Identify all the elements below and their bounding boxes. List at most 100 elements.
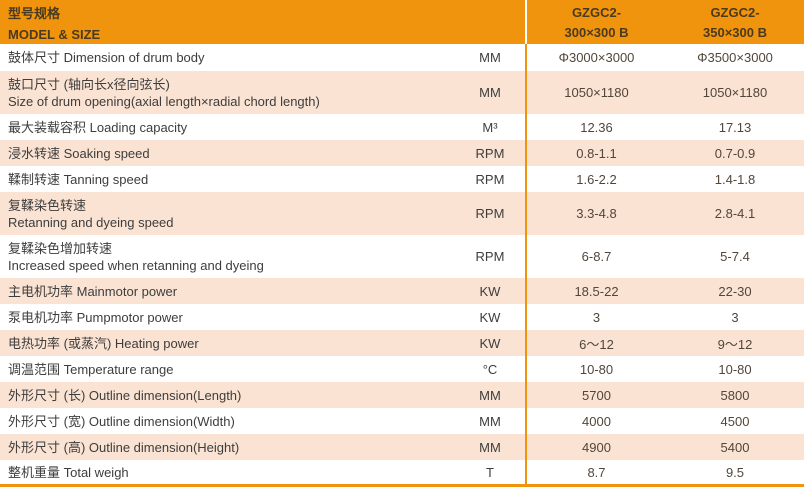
row-label-line: 主电机功率 Mainmotor power — [8, 283, 178, 299]
row-label: 复鞣染色转速 Retanning and dyeing speed — [0, 192, 455, 235]
row-label-line: 外形尺寸 (宽) Outline dimension(Width) — [8, 413, 235, 429]
row-label-line: Increased speed when retanning and dyein… — [8, 257, 264, 273]
row-unit: MM — [479, 413, 501, 429]
row-value-model-1: 12.36 — [580, 119, 613, 135]
row-unit: RPM — [475, 171, 505, 187]
row-label: 复鞣染色增加转速 Increased speed when retanning a… — [0, 235, 455, 278]
row-label-line: Size of drum opening(axial length×radial… — [8, 93, 320, 109]
table-body: 鼓体尺寸 Dimension of drum body MM Φ3000×3000 Φ… — [0, 44, 804, 484]
header-column-divider — [525, 0, 527, 44]
row-value-model-2: 17.13 — [718, 119, 752, 135]
row-vertical-divider — [525, 408, 527, 434]
row-label-line: 浸水转速 Soaking speed — [8, 145, 150, 161]
spec-row: 外形尺寸 (高) Outline dimension(Height) MM 4900… — [0, 434, 804, 460]
row-vertical-divider — [525, 114, 527, 140]
spec-row: 外形尺寸 (长) Outline dimension(Length) MM 5700… — [0, 382, 804, 408]
row-label-line: 复鞣染色转速 — [8, 197, 87, 213]
row-vertical-divider — [525, 192, 527, 235]
row-label-line: Retanning and dyeing speed — [8, 214, 174, 230]
row-value-model-2: 3 — [731, 309, 739, 325]
row-value-model-1: 10-80 — [579, 361, 614, 377]
table-title-cn: 型号规格 — [8, 5, 61, 21]
row-vertical-divider — [525, 278, 527, 304]
row-label-line: 调温范围 Temperature range — [8, 361, 174, 377]
row-label: 调温范围 Temperature range — [0, 356, 455, 382]
row-unit: RPM — [475, 249, 505, 264]
row-label: 鼓体尺寸 Dimension of drum body — [0, 44, 455, 71]
row-value-model-1: 4000 — [582, 413, 611, 429]
spec-row: 复鞣染色增加转速 Increased speed when retanning a… — [0, 235, 804, 278]
row-value-model-2: Φ3500×3000 — [697, 50, 773, 65]
row-label: 整机重量 Total weigh — [0, 460, 455, 484]
row-unit: KW — [479, 309, 501, 325]
row-value-model-2: 0.7-0.9 — [714, 145, 756, 161]
row-value-model-2: 1.4-1.8 — [714, 171, 756, 187]
row-value-model-2: 4500 — [720, 413, 750, 429]
row-label-line: 鼓口尺寸 (轴向长x径向弦长) — [8, 76, 170, 92]
row-label: 鞣制转速 Tanning speed — [0, 166, 455, 192]
row-label: 最大装载容积 Loading capacity — [0, 114, 455, 140]
row-vertical-divider — [525, 44, 527, 71]
column-header-model-2: GZGC2- 350×300 B — [666, 0, 804, 44]
row-unit: MM — [479, 439, 501, 455]
row-label-line: 最大装载容积 Loading capacity — [8, 119, 188, 135]
spec-row: 鞣制转速 Tanning speed RPM 1.6-2.2 1.4-1.8 — [0, 166, 804, 192]
spec-row: 主电机功率 Mainmotor power KW 18.5-22 22-30 — [0, 278, 804, 304]
row-vertical-divider — [525, 382, 527, 408]
row-unit: M³ — [482, 119, 498, 135]
row-label-line: 外形尺寸 (长) Outline dimension(Length) — [8, 387, 242, 403]
row-label-line: 泵电机功率 Pumpmotor power — [8, 309, 183, 325]
row-value-model-2: 10-80 — [718, 361, 752, 377]
row-value-model-1: 6-8.7 — [581, 249, 612, 264]
row-value-model-2: 9.5 — [725, 464, 745, 480]
spec-row: 最大装载容积 Loading capacity M³ 12.36 17.13 — [0, 114, 804, 140]
row-value-model-1: 6～12 — [579, 336, 614, 352]
spec-row: 整机重量 Total weigh T 8.7 9.5 — [0, 460, 804, 484]
row-value-model-2: 5-7.4 — [720, 249, 750, 264]
row-value-model-2: 5800 — [720, 387, 750, 403]
row-label-line: 鞣制转速 Tanning speed — [8, 171, 149, 187]
row-vertical-divider — [525, 166, 527, 192]
row-value-model-1: 8.7 — [587, 464, 606, 480]
row-value-model-1: 3.3-4.8 — [576, 206, 617, 221]
row-value-model-2: 9～12 — [717, 336, 753, 352]
row-value-model-1: 4900 — [582, 439, 611, 455]
row-label-line: 整机重量 Total weigh — [8, 464, 129, 480]
table-title: 型号规格 MODEL & SIZE — [0, 0, 525, 44]
spec-row: 复鞣染色转速 Retanning and dyeing speed RPM 3.3-4… — [0, 192, 804, 235]
row-label: 泵电机功率 Pumpmotor power — [0, 304, 455, 330]
model-size: 350×300 B — [703, 24, 767, 40]
table-title-en: MODEL & SIZE — [8, 26, 101, 42]
table-header: 型号规格 MODEL & SIZE GZGC2- 300×300 B GZGC2… — [0, 0, 804, 44]
row-label: 主电机功率 Mainmotor power — [0, 278, 455, 304]
spec-row: 泵电机功率 Pumpmotor power KW 3 3 — [0, 304, 804, 330]
row-vertical-divider — [525, 235, 527, 278]
row-value-model-2: 22-30 — [718, 283, 752, 299]
row-unit: KW — [479, 335, 501, 351]
row-vertical-divider — [525, 71, 527, 114]
column-header-model-1: GZGC2- 300×300 B — [527, 0, 666, 44]
model-size: 300×300 B — [564, 24, 629, 40]
row-value-model-1: 1050×1180 — [564, 85, 629, 100]
row-value-model-1: 1.6-2.2 — [576, 171, 617, 187]
row-unit: T — [486, 464, 494, 480]
row-unit: KW — [479, 283, 501, 299]
row-value-model-1: 18.5-22 — [574, 283, 619, 299]
row-label-line: 外形尺寸 (高) Outline dimension(Height) — [8, 439, 240, 455]
row-label: 外形尺寸 (长) Outline dimension(Length) — [0, 382, 455, 408]
row-vertical-divider — [525, 356, 527, 382]
row-value-model-2: 2.8-4.1 — [714, 206, 756, 221]
spec-row: 浸水转速 Soaking speed RPM 0.8-1.1 0.7-0.9 — [0, 140, 804, 166]
row-unit: MM — [479, 387, 501, 403]
row-vertical-divider — [525, 330, 527, 356]
row-value-model-1: 0.8-1.1 — [576, 145, 617, 161]
row-unit: RPM — [475, 206, 505, 221]
row-value-model-2: 5400 — [720, 439, 750, 455]
row-label: 外形尺寸 (宽) Outline dimension(Width) — [0, 408, 455, 434]
row-label-line: 鼓体尺寸 Dimension of drum body — [8, 50, 205, 65]
spec-row: 鼓口尺寸 (轴向长x径向弦长) Size of drum opening(axia… — [0, 71, 804, 114]
row-label: 鼓口尺寸 (轴向长x径向弦长) Size of drum opening(axia… — [0, 71, 455, 114]
table-bottom-border — [0, 484, 804, 487]
row-value-model-1: 3 — [592, 309, 601, 325]
